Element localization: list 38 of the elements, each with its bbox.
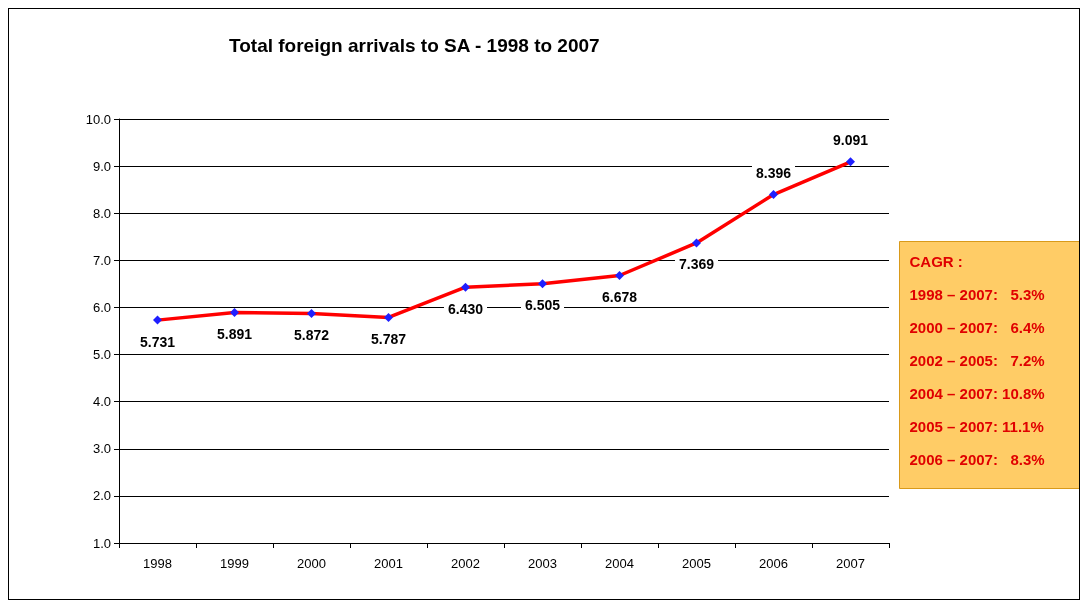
text: 1998 – 2007: 5.3% (909, 285, 1045, 303)
data-label: 5.872 (293, 326, 330, 343)
y-tick-label: 10.0 (85, 111, 111, 127)
y-tick-label: 6.0 (92, 299, 111, 315)
x-tick-label: 1999 (220, 556, 249, 571)
x-tick-label: 2001 (374, 556, 403, 571)
data-label: 7.369 (678, 256, 715, 273)
x-tick-label: 2005 (682, 556, 711, 571)
text: 2004 – 2007: 10.8% (909, 384, 1045, 402)
y-tick-label: 4.0 (92, 394, 111, 410)
chart-title: Total foreign arrivals to SA - 1998 to 2007 (229, 35, 600, 56)
x-tick-label: 2004 (605, 556, 634, 571)
y-tick-label: 2.0 (92, 488, 111, 504)
x-tick-label: 2006 (759, 556, 788, 571)
y-tick-label: 1.0 (92, 535, 111, 551)
y-tick-label: 7.0 (92, 252, 111, 268)
y-tick-label: 5.0 (92, 347, 111, 363)
data-label: 5.787 (370, 330, 407, 347)
y-tick-label: 3.0 (92, 441, 111, 457)
data-label: 5.891 (216, 326, 253, 343)
data-label: 5.731 (139, 333, 176, 350)
text: 2000 – 2007: 6.4% (909, 318, 1045, 336)
x-tick-label: 2002 (451, 556, 480, 571)
x-tick-label: 2000 (297, 556, 326, 571)
text: CAGR : (909, 252, 963, 270)
data-label: 8.396 (755, 165, 792, 182)
data-label: 6.430 (447, 300, 484, 317)
x-tick-label: 1998 (143, 556, 172, 571)
x-tick-label: 2007 (836, 556, 865, 571)
text: 2006 – 2007: 8.3% (909, 450, 1045, 468)
data-label: 6.505 (524, 297, 561, 314)
y-tick-label: 8.0 (92, 205, 111, 221)
y-tick-label: 9.0 (92, 158, 111, 174)
data-label: 9.091 (832, 132, 869, 149)
data-label: 6.678 (601, 289, 638, 305)
text: 2005 – 2007: 11.1% (909, 417, 1044, 435)
x-tick-label: 2003 (528, 556, 557, 571)
text: 2002 – 2005: 7.2% (909, 351, 1045, 369)
